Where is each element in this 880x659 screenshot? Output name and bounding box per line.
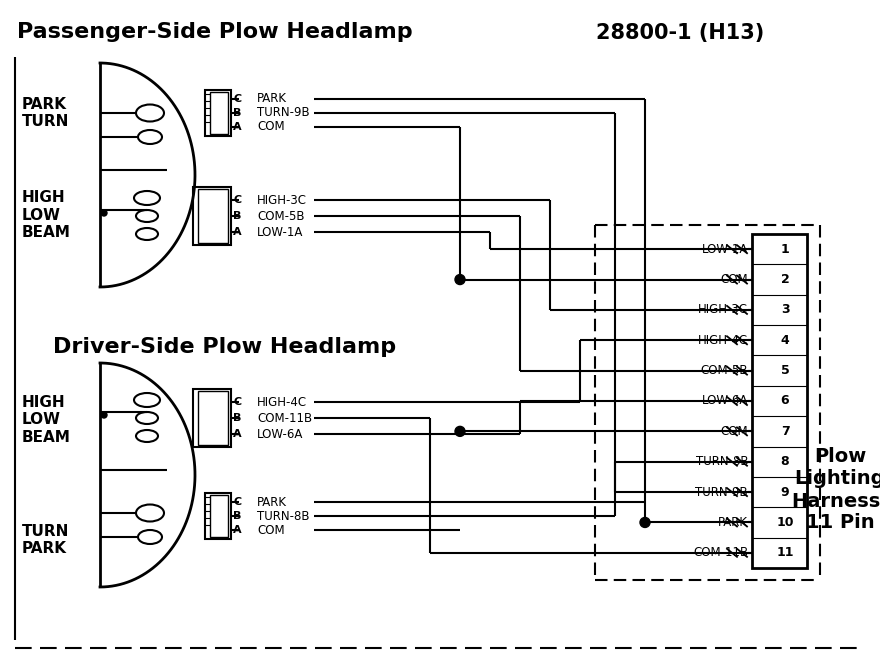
Text: LOW-1A: LOW-1A — [701, 243, 748, 256]
Circle shape — [101, 210, 107, 216]
Text: HIGH-4C: HIGH-4C — [257, 395, 307, 409]
Text: Plow
Lighting
Harness,
11 Pin: Plow Lighting Harness, 11 Pin — [792, 447, 880, 532]
Text: 7: 7 — [781, 425, 789, 438]
Text: 11: 11 — [776, 546, 794, 559]
Text: COM: COM — [257, 121, 284, 134]
Text: 3: 3 — [781, 303, 789, 316]
Text: C: C — [233, 397, 241, 407]
Text: HIGH-4C: HIGH-4C — [698, 333, 748, 347]
Text: HIGH-3C: HIGH-3C — [698, 303, 748, 316]
Text: C: C — [233, 195, 241, 205]
Text: HIGH-3C: HIGH-3C — [257, 194, 307, 206]
Text: B: B — [233, 511, 241, 521]
Bar — [198, 391, 228, 445]
Text: 8: 8 — [781, 455, 789, 469]
Bar — [205, 493, 231, 539]
Text: COM-5B: COM-5B — [700, 364, 748, 377]
Text: 28800-1 (H13): 28800-1 (H13) — [596, 23, 764, 43]
Text: 9: 9 — [781, 486, 789, 499]
Bar — [210, 495, 228, 537]
Circle shape — [640, 517, 650, 527]
Text: B: B — [233, 413, 241, 423]
Text: COM-11B: COM-11B — [257, 411, 312, 424]
Text: TURN-8B: TURN-8B — [257, 509, 310, 523]
Text: A: A — [233, 525, 242, 535]
Bar — [205, 90, 231, 136]
Text: COM: COM — [257, 523, 284, 536]
Text: A: A — [233, 429, 242, 439]
Text: Driver-Side Plow Headlamp: Driver-Side Plow Headlamp — [54, 337, 397, 357]
Text: 4: 4 — [781, 333, 789, 347]
Text: B: B — [233, 108, 241, 118]
Text: Passenger-Side Plow Headlamp: Passenger-Side Plow Headlamp — [18, 22, 413, 42]
Text: TURN-8B: TURN-8B — [695, 455, 748, 469]
Bar — [210, 92, 228, 134]
Text: 6: 6 — [781, 395, 789, 407]
Text: A: A — [233, 227, 242, 237]
Text: COM: COM — [721, 425, 748, 438]
Text: TURN-9B: TURN-9B — [695, 486, 748, 499]
Text: HIGH
LOW
BEAM: HIGH LOW BEAM — [22, 190, 71, 240]
Text: C: C — [233, 497, 241, 507]
Bar — [752, 234, 807, 568]
Text: COM: COM — [721, 273, 748, 286]
Bar — [193, 187, 231, 245]
Text: A: A — [233, 122, 242, 132]
Text: TURN
PARK: TURN PARK — [22, 524, 70, 556]
Text: B: B — [233, 211, 241, 221]
Text: HIGH
LOW
BEAM: HIGH LOW BEAM — [22, 395, 71, 445]
Text: 10: 10 — [776, 516, 794, 529]
Text: 5: 5 — [781, 364, 789, 377]
Bar — [198, 189, 228, 243]
Text: LOW-6A: LOW-6A — [701, 395, 748, 407]
Text: PARK: PARK — [718, 516, 748, 529]
Circle shape — [455, 275, 465, 285]
Text: C: C — [233, 94, 241, 104]
Bar — [193, 389, 231, 447]
Text: LOW-6A: LOW-6A — [257, 428, 304, 440]
Text: PARK: PARK — [257, 92, 287, 105]
Text: COM-11B: COM-11B — [693, 546, 748, 559]
Text: COM-5B: COM-5B — [257, 210, 304, 223]
Text: TURN-9B: TURN-9B — [257, 107, 310, 119]
Text: PARK: PARK — [257, 496, 287, 509]
Text: 2: 2 — [781, 273, 789, 286]
Text: LOW-1A: LOW-1A — [257, 225, 304, 239]
Text: PARK
TURN: PARK TURN — [22, 97, 70, 129]
Circle shape — [455, 426, 465, 436]
Circle shape — [101, 412, 107, 418]
Text: 1: 1 — [781, 243, 789, 256]
